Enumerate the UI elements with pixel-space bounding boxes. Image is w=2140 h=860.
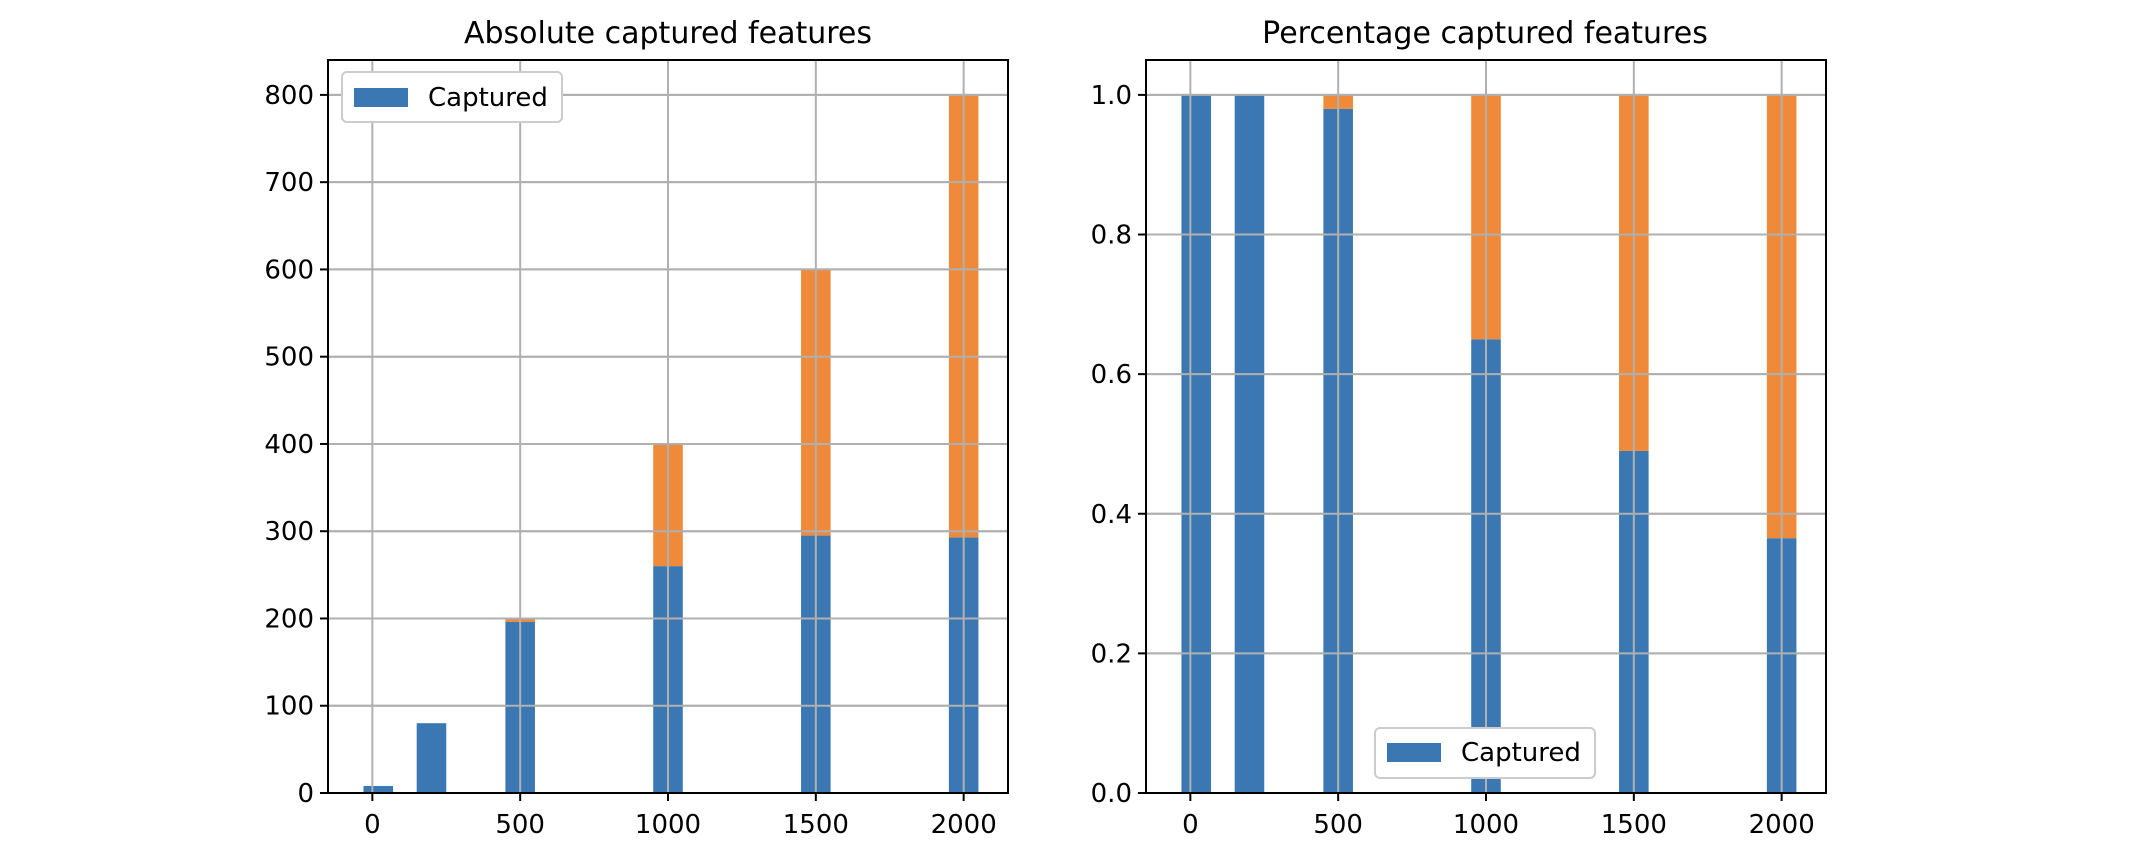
bar-captured [1181,94,1212,793]
x-tick-label: 1500 [783,810,849,840]
chart-title: Absolute captured features [464,16,872,51]
x-tick-label: 500 [495,810,545,840]
y-tick-label: 500 [264,343,314,373]
x-tick-label: 2000 [1749,810,1815,840]
chart-title: Percentage captured features [1262,16,1708,51]
percentage-chart: Percentage captured features 0.0 0.2 0.4 0.… [1091,16,1827,840]
absolute-chart: Absolute captured features 0 100 200 300 400… [264,16,1009,840]
bar-captured [363,786,394,793]
bar-captured [1234,94,1265,793]
x-tick-label: 500 [1313,810,1363,840]
x-tick-label: 1500 [1601,810,1667,840]
y-tick-label: 100 [264,692,314,722]
legend-swatch-captured [354,88,408,107]
x-tick-label: 0 [364,810,381,840]
x-tick-label: 0 [1182,810,1199,840]
y-tick-label: 0.2 [1091,639,1132,669]
y-tick-label: 400 [264,430,314,460]
x-tick-label: 1000 [1453,810,1519,840]
y-tick-label: 200 [264,604,314,634]
legend-box [1374,727,1596,779]
y-tick-label: 0.4 [1091,500,1132,530]
y-tick-label: 0.8 [1091,221,1132,251]
legend-swatch-captured [1387,743,1441,762]
legend-label-captured: Captured [1461,738,1581,768]
y-tick-label: 800 [264,81,314,111]
y-tick-label: 0.6 [1091,360,1132,390]
bar-captured [416,723,447,793]
y-tick-label: 0.0 [1091,779,1132,809]
y-tick-label: 600 [264,255,314,285]
legend: Captured [1374,727,1596,779]
x-tick-label: 2000 [931,810,997,840]
y-tick-label: 1.0 [1091,81,1132,111]
y-tick-label: 300 [264,517,314,547]
legend: Captured [341,71,563,123]
legend-label-captured: Captured [428,83,548,113]
y-tick-label: 700 [264,168,314,198]
x-tick-label: 1000 [635,810,701,840]
y-tick-label: 0 [297,779,314,809]
legend-box [341,71,563,123]
